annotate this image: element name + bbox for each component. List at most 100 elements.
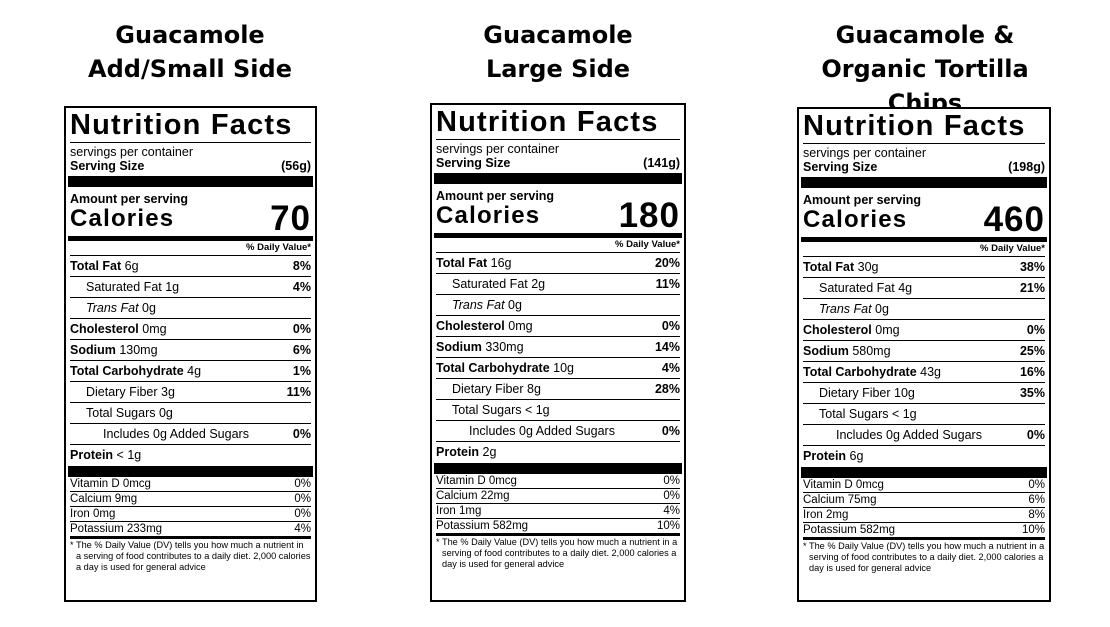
calcium-label: Calcium 75mg: [803, 494, 877, 506]
daily-value-header: % Daily Value*: [70, 241, 311, 256]
saturated-fat-row: Saturated Fat 2g 11%: [436, 274, 680, 295]
total-carb-pct: 16%: [1019, 365, 1045, 379]
sodium-row: Sodium 130mg 6%: [70, 340, 311, 361]
sodium-pct: 25%: [1019, 344, 1045, 358]
total-fat-pct: 8%: [292, 259, 311, 273]
daily-value-footnote: * The % Daily Value (DV) tells you how m…: [70, 540, 311, 572]
sodium-row: Sodium 330mg 14%: [436, 337, 680, 358]
total-carb-pct: 4%: [661, 361, 680, 375]
serving-size-row: Serving Size (56g): [70, 159, 311, 174]
servings-per-container: servings per container: [70, 145, 193, 159]
sodium-amount: 330mg: [485, 340, 524, 354]
trans-fat-row: Trans Fat 0g: [803, 299, 1045, 320]
title-rule: [70, 142, 311, 143]
total-carb-label: Total Carbohydrate: [70, 364, 184, 378]
saturated-fat-row: Saturated Fat 4g 21%: [803, 278, 1045, 299]
servings-per-container: servings per container: [803, 146, 926, 160]
cholesterol-row: Cholesterol 0mg 0%: [436, 316, 680, 337]
calories-value: 180: [618, 196, 680, 235]
thick-divider: [801, 467, 1047, 478]
total-carb-pct: 1%: [292, 364, 311, 378]
potassium-pct: 10%: [656, 520, 680, 532]
serving-size-label: Serving Size: [803, 160, 878, 174]
added-sugars-pct: 0%: [661, 424, 680, 438]
calories-label: Calories: [436, 202, 541, 229]
product-heading: Guacamole Add/Small Side: [60, 18, 320, 86]
trans-fat-row: Trans Fat 0g: [436, 295, 680, 316]
cholesterol-label: Cholesterol: [70, 322, 139, 336]
servings-per-container: servings per container: [436, 142, 559, 156]
trans-fat-amount: 0g: [508, 298, 522, 312]
calcium-label: Calcium 22mg: [436, 490, 510, 502]
dietary-fiber-row: Dietary Fiber 10g 35%: [803, 383, 1045, 404]
calories-label: Calories: [70, 205, 175, 232]
total-fat-label: Total Fat: [803, 260, 855, 274]
medium-divider: [801, 237, 1047, 242]
dietary-fiber-pct: 28%: [654, 382, 680, 396]
total-fat-pct: 20%: [654, 256, 680, 270]
nutrition-label: Nutrition Facts servings per container S…: [64, 106, 317, 602]
product-heading-line-1: Guacamole &: [835, 21, 1015, 49]
iron-pct: 4%: [663, 505, 680, 517]
serving-size-value: (141g): [643, 156, 680, 170]
saturated-fat-label: Saturated Fat 4g: [819, 281, 913, 295]
product-heading-line-1: Guacamole: [483, 21, 633, 49]
total-sugars-row: Total Sugars < 1g: [436, 400, 680, 421]
sodium-row: Sodium 580mg 25%: [803, 341, 1045, 362]
potassium-label: Potassium 582mg: [436, 520, 529, 532]
serving-size-row: Serving Size (198g): [803, 160, 1045, 175]
total-sugars-label: Total Sugars < 1g: [452, 403, 550, 417]
sodium-label: Sodium: [803, 344, 849, 358]
protein-label: Protein: [803, 449, 847, 463]
sodium-amount: 580mg: [852, 344, 891, 358]
added-sugars-label: Includes 0g Added Sugars: [469, 424, 615, 438]
potassium-label: Potassium 582mg: [803, 524, 896, 536]
calcium-label: Calcium 9mg: [70, 493, 138, 505]
dietary-fiber-label: Dietary Fiber 8g: [452, 382, 541, 396]
daily-value-header: % Daily Value*: [436, 238, 680, 253]
potassium-pct: 10%: [1021, 524, 1045, 536]
total-carb-label: Total Carbohydrate: [436, 361, 550, 375]
cholesterol-row: Cholesterol 0mg 0%: [70, 319, 311, 340]
title-rule: [436, 139, 680, 140]
iron-row: Iron 2mg 8%: [803, 508, 1045, 523]
thick-divider: [801, 177, 1047, 188]
vitamin-d-label: Vitamin D 0mcg: [70, 478, 151, 490]
potassium-label: Potassium 233mg: [70, 523, 163, 535]
serving-size-label: Serving Size: [70, 159, 145, 173]
cholesterol-pct: 0%: [292, 322, 311, 336]
trans-fat-label: Trans Fat: [452, 298, 505, 312]
total-fat-label: Total Fat: [436, 256, 488, 270]
cholesterol-label: Cholesterol: [436, 319, 505, 333]
vitamin-d-pct: 0%: [294, 478, 311, 490]
protein-label: Protein: [70, 448, 114, 462]
total-fat-row: Total Fat 16g 20%: [436, 253, 680, 274]
total-carb-amount: 10g: [553, 361, 575, 375]
serving-size-row: Serving Size (141g): [436, 156, 680, 171]
cholesterol-amount: 0mg: [508, 319, 533, 333]
daily-value-footnote: * The % Daily Value (DV) tells you how m…: [803, 541, 1045, 573]
cholesterol-pct: 0%: [661, 319, 680, 333]
calories-row: Calories 460: [803, 202, 1045, 237]
iron-row: Iron 0mg 0%: [70, 507, 311, 522]
vitamin-d-row: Vitamin D 0mcg 0%: [803, 478, 1045, 493]
nutrition-facts-title: Nutrition Facts: [70, 109, 293, 141]
amount-per-serving: Amount per serving: [436, 189, 555, 203]
calories-row: Calories 180: [436, 196, 680, 235]
total-sugars-label: Total Sugars < 1g: [819, 407, 917, 421]
thick-divider: [68, 466, 313, 477]
total-sugars-row: Total Sugars < 1g: [803, 404, 1045, 425]
calcium-row: Calcium 75mg 6%: [803, 493, 1045, 508]
added-sugars-row: Includes 0g Added Sugars 0%: [70, 424, 311, 445]
dietary-fiber-row: Dietary Fiber 3g 11%: [70, 382, 311, 403]
calories-label: Calories: [803, 206, 908, 233]
trans-fat-amount: 0g: [142, 301, 156, 315]
iron-label: Iron 0mg: [70, 508, 116, 520]
iron-row: Iron 1mg 4%: [436, 504, 680, 519]
sodium-pct: 6%: [292, 343, 311, 357]
sodium-label: Sodium: [436, 340, 482, 354]
total-carb-row: Total Carbohydrate 4g 1%: [70, 361, 311, 382]
daily-value-header: % Daily Value*: [803, 242, 1045, 257]
potassium-pct: 4%: [294, 523, 311, 535]
total-fat-amount: 16g: [490, 256, 512, 270]
